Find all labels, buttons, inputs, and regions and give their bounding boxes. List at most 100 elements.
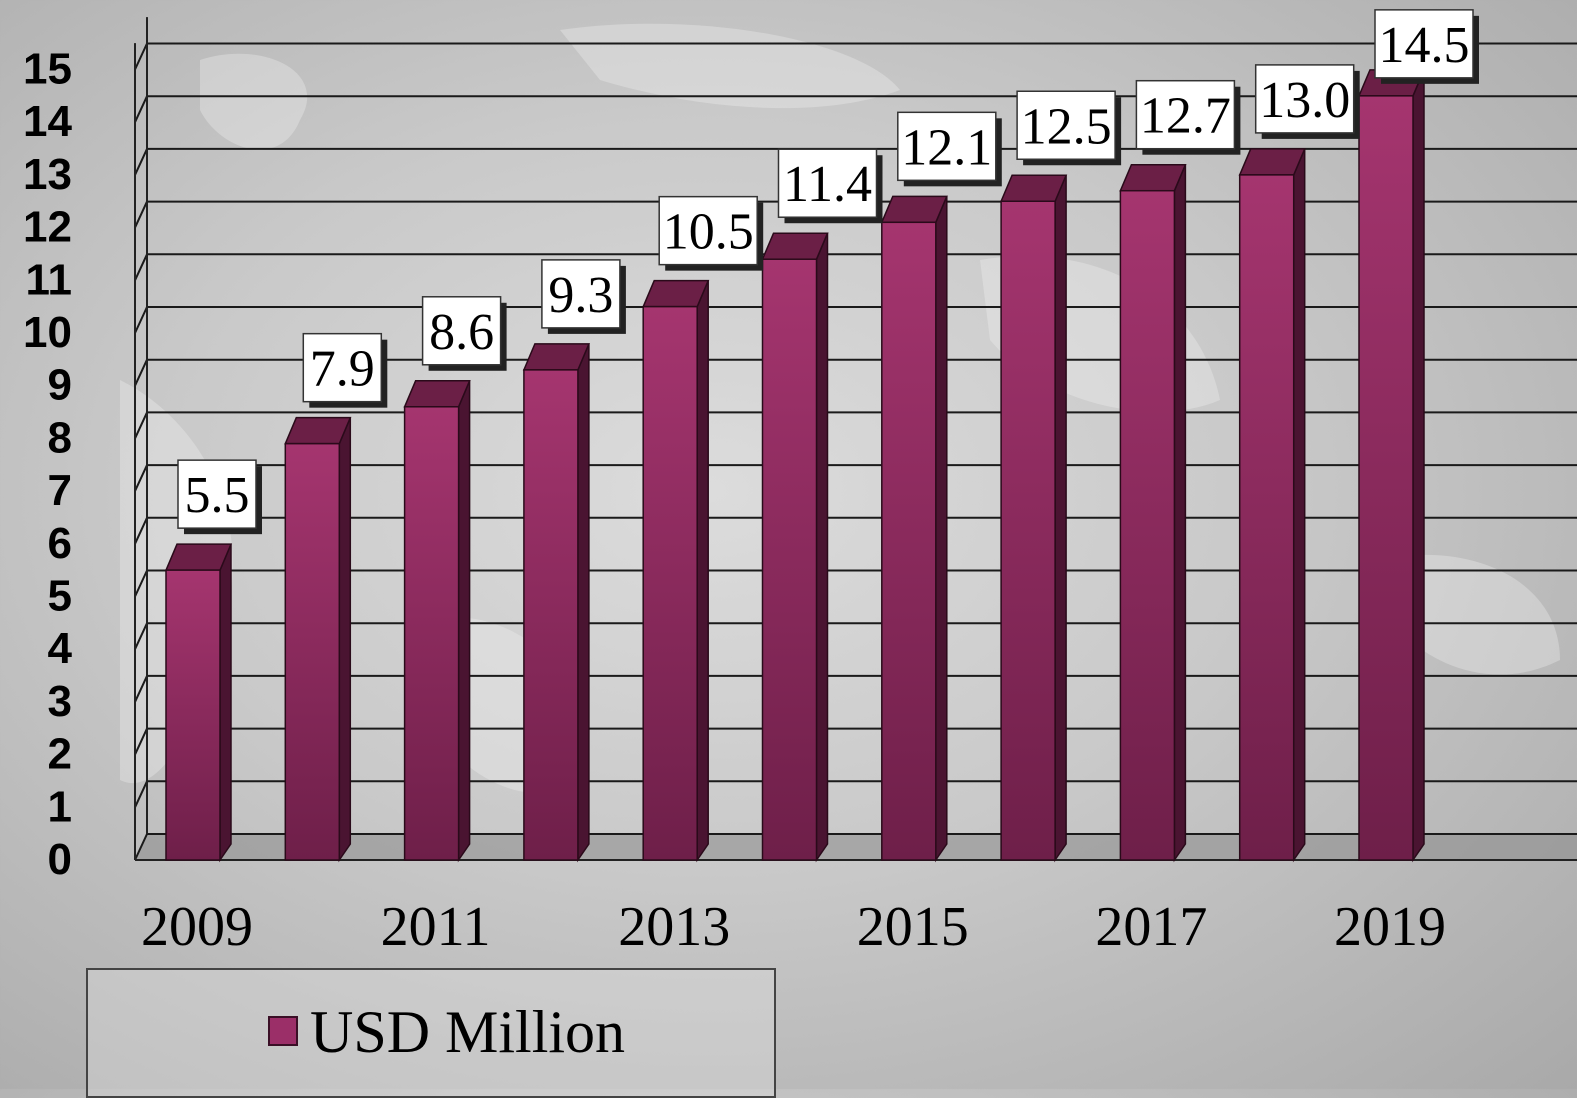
bar bbox=[1119, 163, 1187, 863]
y-tick-label: 10 bbox=[23, 308, 72, 357]
data-label-box bbox=[897, 111, 997, 182]
data-label-box bbox=[1254, 64, 1355, 134]
data-label-box bbox=[541, 259, 621, 329]
bar-top bbox=[164, 543, 233, 571]
y-tick-label: 0 bbox=[48, 835, 72, 884]
data-label: 9.3 bbox=[541, 259, 626, 334]
bar-front bbox=[523, 369, 579, 861]
data-label: 5.5 bbox=[177, 459, 262, 535]
x-tick-label: 2017 bbox=[1095, 896, 1207, 958]
y-tick-label: 5 bbox=[48, 572, 72, 621]
bar bbox=[1357, 69, 1426, 863]
data-label: 12.7 bbox=[1135, 79, 1241, 155]
bar-front bbox=[1358, 95, 1414, 861]
gridline-diag bbox=[134, 464, 148, 492]
data-label-text: 12.1 bbox=[901, 119, 992, 176]
data-label-box bbox=[1016, 90, 1116, 160]
y-tick-label: 7 bbox=[48, 466, 72, 515]
bar-front bbox=[1238, 174, 1295, 861]
x-tick-label: 2015 bbox=[857, 896, 969, 958]
bars bbox=[164, 69, 1426, 863]
x-tick-label: 2013 bbox=[618, 896, 730, 958]
legend-label: USD Million bbox=[310, 999, 626, 1065]
data-label: 14.5 bbox=[1374, 9, 1479, 84]
y-tick-label: 12 bbox=[23, 203, 72, 252]
bar-front bbox=[1119, 189, 1176, 861]
data-label-box bbox=[658, 195, 758, 266]
data-label-text: 12.5 bbox=[1021, 98, 1112, 155]
bar-side bbox=[577, 343, 590, 863]
data-label-text: 10.5 bbox=[663, 204, 754, 261]
data-label-text: 5.5 bbox=[185, 467, 250, 524]
bar-side bbox=[696, 280, 709, 863]
gridline-diag bbox=[134, 95, 148, 123]
data-label: 7.9 bbox=[302, 332, 388, 408]
bar-front bbox=[165, 569, 221, 861]
gridline-diag bbox=[134, 622, 148, 650]
gridline-diag bbox=[134, 306, 148, 334]
bar-front bbox=[403, 406, 460, 861]
bar bbox=[403, 380, 471, 863]
data-label-box bbox=[1374, 9, 1474, 79]
y-tick-label: 1 bbox=[48, 782, 72, 831]
bar bbox=[642, 279, 710, 863]
bar-side bbox=[815, 232, 829, 863]
data-label: 11.4 bbox=[777, 148, 883, 224]
data-label-text: 7.9 bbox=[310, 341, 375, 398]
data-label-text: 13.0 bbox=[1259, 72, 1350, 129]
y-tick-label: 11 bbox=[25, 255, 72, 304]
bar-top bbox=[522, 343, 591, 371]
gridline-diag bbox=[134, 728, 148, 756]
y-tick-label: 2 bbox=[48, 730, 72, 779]
data-label: 12.1 bbox=[897, 111, 1002, 187]
bar-front bbox=[642, 305, 698, 861]
bar-top bbox=[1119, 163, 1187, 192]
bar-top bbox=[1238, 148, 1306, 176]
bar-front bbox=[284, 442, 341, 861]
y-tick-label: 6 bbox=[48, 519, 72, 568]
data-label: 13.0 bbox=[1254, 64, 1360, 139]
data-label: 8.6 bbox=[421, 296, 507, 371]
bar-front bbox=[1000, 200, 1056, 861]
gridline-diag bbox=[134, 675, 148, 703]
y-tick-label: 4 bbox=[48, 624, 73, 673]
bar-top bbox=[880, 195, 948, 224]
bar-side bbox=[1173, 164, 1187, 863]
data-label: 10.5 bbox=[658, 195, 764, 271]
bar bbox=[164, 543, 233, 863]
y-tick-label: 8 bbox=[48, 413, 72, 462]
data-labels: 5.5 7.9 8.6 9.3 10.5 11.4 12.1 12.5 12.7 13.0 14.5 bbox=[177, 9, 1479, 535]
data-label-text: 14.5 bbox=[1379, 17, 1470, 74]
data-label-text: 9.3 bbox=[548, 267, 613, 324]
data-label-box bbox=[1135, 79, 1236, 150]
legend: USD Million bbox=[86, 968, 776, 1098]
data-label-text: 12.7 bbox=[1140, 88, 1231, 145]
data-label-box bbox=[177, 459, 257, 529]
bar-top bbox=[284, 416, 352, 445]
y-tick-label: 13 bbox=[23, 150, 72, 199]
x-tick-label: 2019 bbox=[1334, 896, 1446, 958]
bar-side bbox=[457, 380, 471, 863]
gridline-diag bbox=[134, 148, 148, 176]
gridline-diag bbox=[134, 201, 148, 229]
data-label-box bbox=[421, 296, 502, 366]
data-label-box bbox=[777, 148, 878, 218]
gridline-diag bbox=[134, 833, 148, 861]
bar bbox=[999, 174, 1068, 863]
bar-top bbox=[761, 232, 829, 260]
y-tick-label: 9 bbox=[48, 361, 72, 410]
bar-side bbox=[935, 196, 948, 863]
bar bbox=[522, 343, 591, 863]
bar bbox=[1238, 148, 1306, 863]
legend-swatch bbox=[268, 1016, 298, 1046]
bar-front bbox=[761, 258, 818, 861]
y-tick-label: 3 bbox=[48, 677, 72, 726]
data-label: 12.5 bbox=[1016, 90, 1122, 166]
bar-front bbox=[881, 221, 937, 861]
x-tick-label: 2009 bbox=[141, 896, 253, 958]
y-tick-label: 15 bbox=[23, 45, 72, 94]
gridline-diag bbox=[134, 359, 148, 387]
gridline-diag bbox=[134, 780, 148, 808]
bar-side bbox=[338, 417, 352, 863]
